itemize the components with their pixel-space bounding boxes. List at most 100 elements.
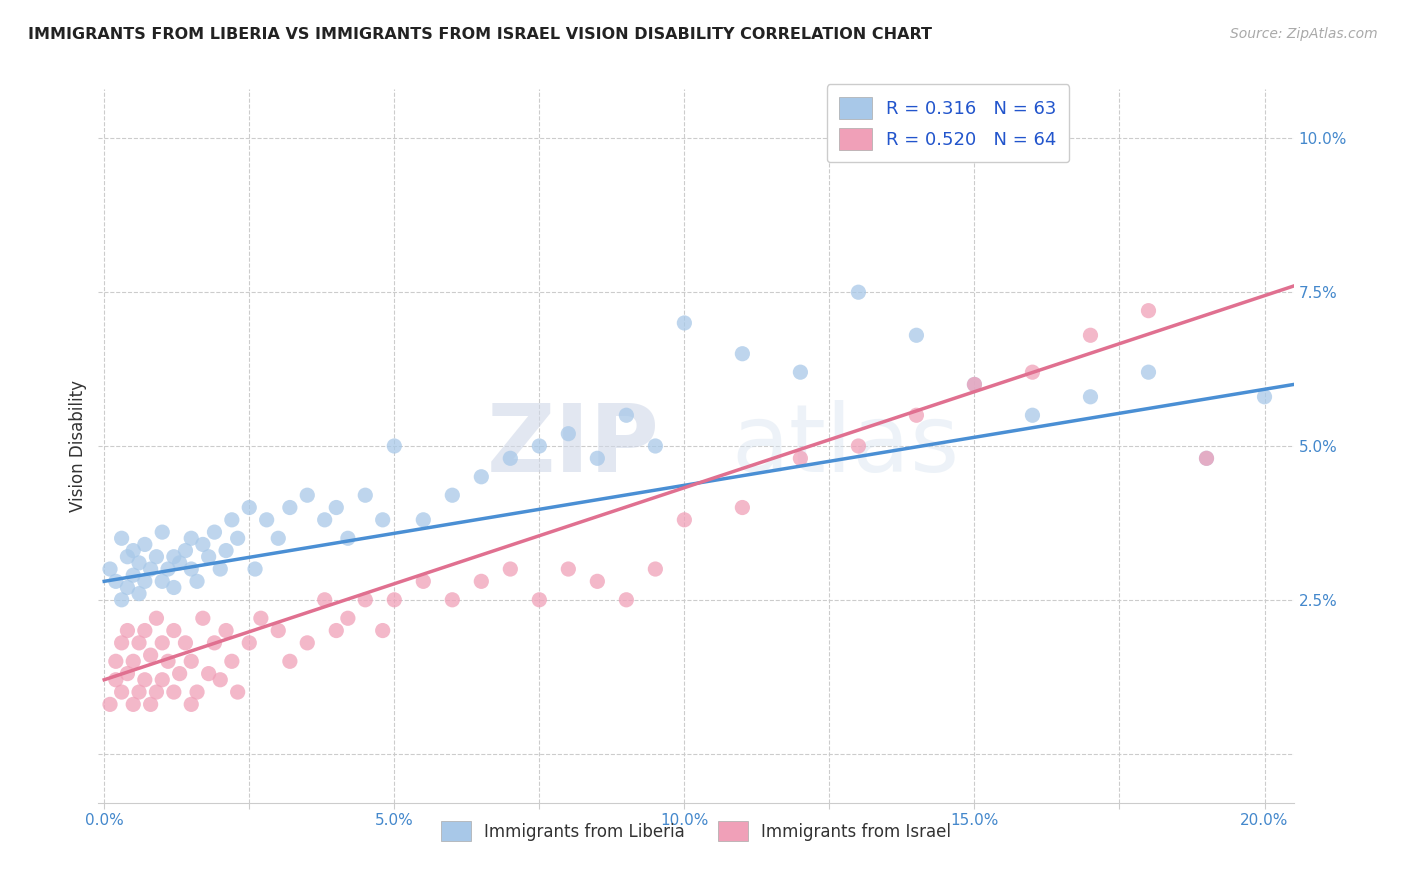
Point bbox=[157, 654, 180, 668]
Point bbox=[499, 562, 522, 576]
Point bbox=[128, 636, 150, 650]
Point bbox=[267, 531, 290, 545]
Legend: Immigrants from Liberia, Immigrants from Israel: Immigrants from Liberia, Immigrants from… bbox=[434, 814, 957, 848]
Point bbox=[499, 451, 522, 466]
Point bbox=[122, 698, 145, 712]
Point bbox=[145, 685, 167, 699]
Point bbox=[134, 673, 156, 687]
Point bbox=[117, 581, 139, 595]
Point bbox=[1021, 409, 1043, 423]
Point bbox=[111, 531, 134, 545]
Point bbox=[145, 611, 167, 625]
Point bbox=[163, 624, 186, 638]
Point bbox=[297, 636, 319, 650]
Point bbox=[325, 500, 347, 515]
Point bbox=[139, 698, 162, 712]
Point bbox=[145, 549, 167, 564]
Point bbox=[139, 562, 162, 576]
Point bbox=[336, 611, 359, 625]
Point bbox=[180, 562, 202, 576]
Point bbox=[529, 439, 551, 453]
Point bbox=[297, 488, 319, 502]
Point bbox=[963, 377, 986, 392]
Point bbox=[789, 365, 811, 379]
Text: ZIP: ZIP bbox=[488, 400, 661, 492]
Point bbox=[354, 488, 377, 502]
Point bbox=[529, 592, 551, 607]
Point bbox=[644, 562, 666, 576]
Point bbox=[128, 685, 150, 699]
Point bbox=[1253, 390, 1275, 404]
Point bbox=[122, 568, 145, 582]
Point bbox=[204, 636, 226, 650]
Point bbox=[221, 654, 243, 668]
Point bbox=[186, 685, 208, 699]
Point bbox=[163, 685, 186, 699]
Point bbox=[150, 574, 173, 589]
Point bbox=[204, 525, 226, 540]
Point bbox=[150, 525, 173, 540]
Point bbox=[1195, 451, 1218, 466]
Point bbox=[1195, 451, 1218, 466]
Point bbox=[325, 624, 347, 638]
Point bbox=[789, 451, 811, 466]
Point bbox=[157, 562, 180, 576]
Point bbox=[314, 592, 336, 607]
Point bbox=[169, 666, 191, 681]
Point bbox=[197, 666, 219, 681]
Point bbox=[226, 531, 249, 545]
Point bbox=[226, 685, 249, 699]
Point bbox=[848, 285, 870, 300]
Point bbox=[1080, 328, 1102, 343]
Point bbox=[163, 549, 186, 564]
Point bbox=[243, 562, 266, 576]
Point bbox=[314, 513, 336, 527]
Y-axis label: Vision Disability: Vision Disability bbox=[69, 380, 87, 512]
Point bbox=[197, 549, 219, 564]
Point bbox=[104, 574, 127, 589]
Point bbox=[731, 500, 754, 515]
Point bbox=[673, 316, 696, 330]
Point bbox=[98, 562, 121, 576]
Point bbox=[186, 574, 208, 589]
Point bbox=[122, 543, 145, 558]
Point bbox=[470, 574, 492, 589]
Point bbox=[963, 377, 986, 392]
Point bbox=[256, 513, 278, 527]
Point bbox=[614, 409, 637, 423]
Point bbox=[586, 451, 609, 466]
Point bbox=[905, 328, 928, 343]
Point bbox=[111, 636, 134, 650]
Point bbox=[848, 439, 870, 453]
Point bbox=[278, 654, 301, 668]
Point bbox=[111, 592, 134, 607]
Point bbox=[180, 654, 202, 668]
Point bbox=[267, 624, 290, 638]
Point bbox=[180, 531, 202, 545]
Point bbox=[117, 549, 139, 564]
Point bbox=[1021, 365, 1043, 379]
Text: Source: ZipAtlas.com: Source: ZipAtlas.com bbox=[1230, 27, 1378, 41]
Point bbox=[169, 556, 191, 570]
Point bbox=[336, 531, 359, 545]
Point bbox=[673, 513, 696, 527]
Point bbox=[905, 409, 928, 423]
Point bbox=[371, 513, 394, 527]
Point bbox=[98, 698, 121, 712]
Point bbox=[117, 666, 139, 681]
Point bbox=[209, 673, 232, 687]
Point bbox=[412, 574, 434, 589]
Text: atlas: atlas bbox=[733, 400, 960, 492]
Point bbox=[191, 537, 214, 551]
Point bbox=[111, 685, 134, 699]
Point bbox=[382, 439, 405, 453]
Point bbox=[1137, 303, 1160, 318]
Point bbox=[1080, 390, 1102, 404]
Point bbox=[441, 488, 464, 502]
Point bbox=[382, 592, 405, 607]
Point bbox=[150, 636, 173, 650]
Point bbox=[139, 648, 162, 662]
Point bbox=[412, 513, 434, 527]
Point bbox=[150, 673, 173, 687]
Point bbox=[209, 562, 232, 576]
